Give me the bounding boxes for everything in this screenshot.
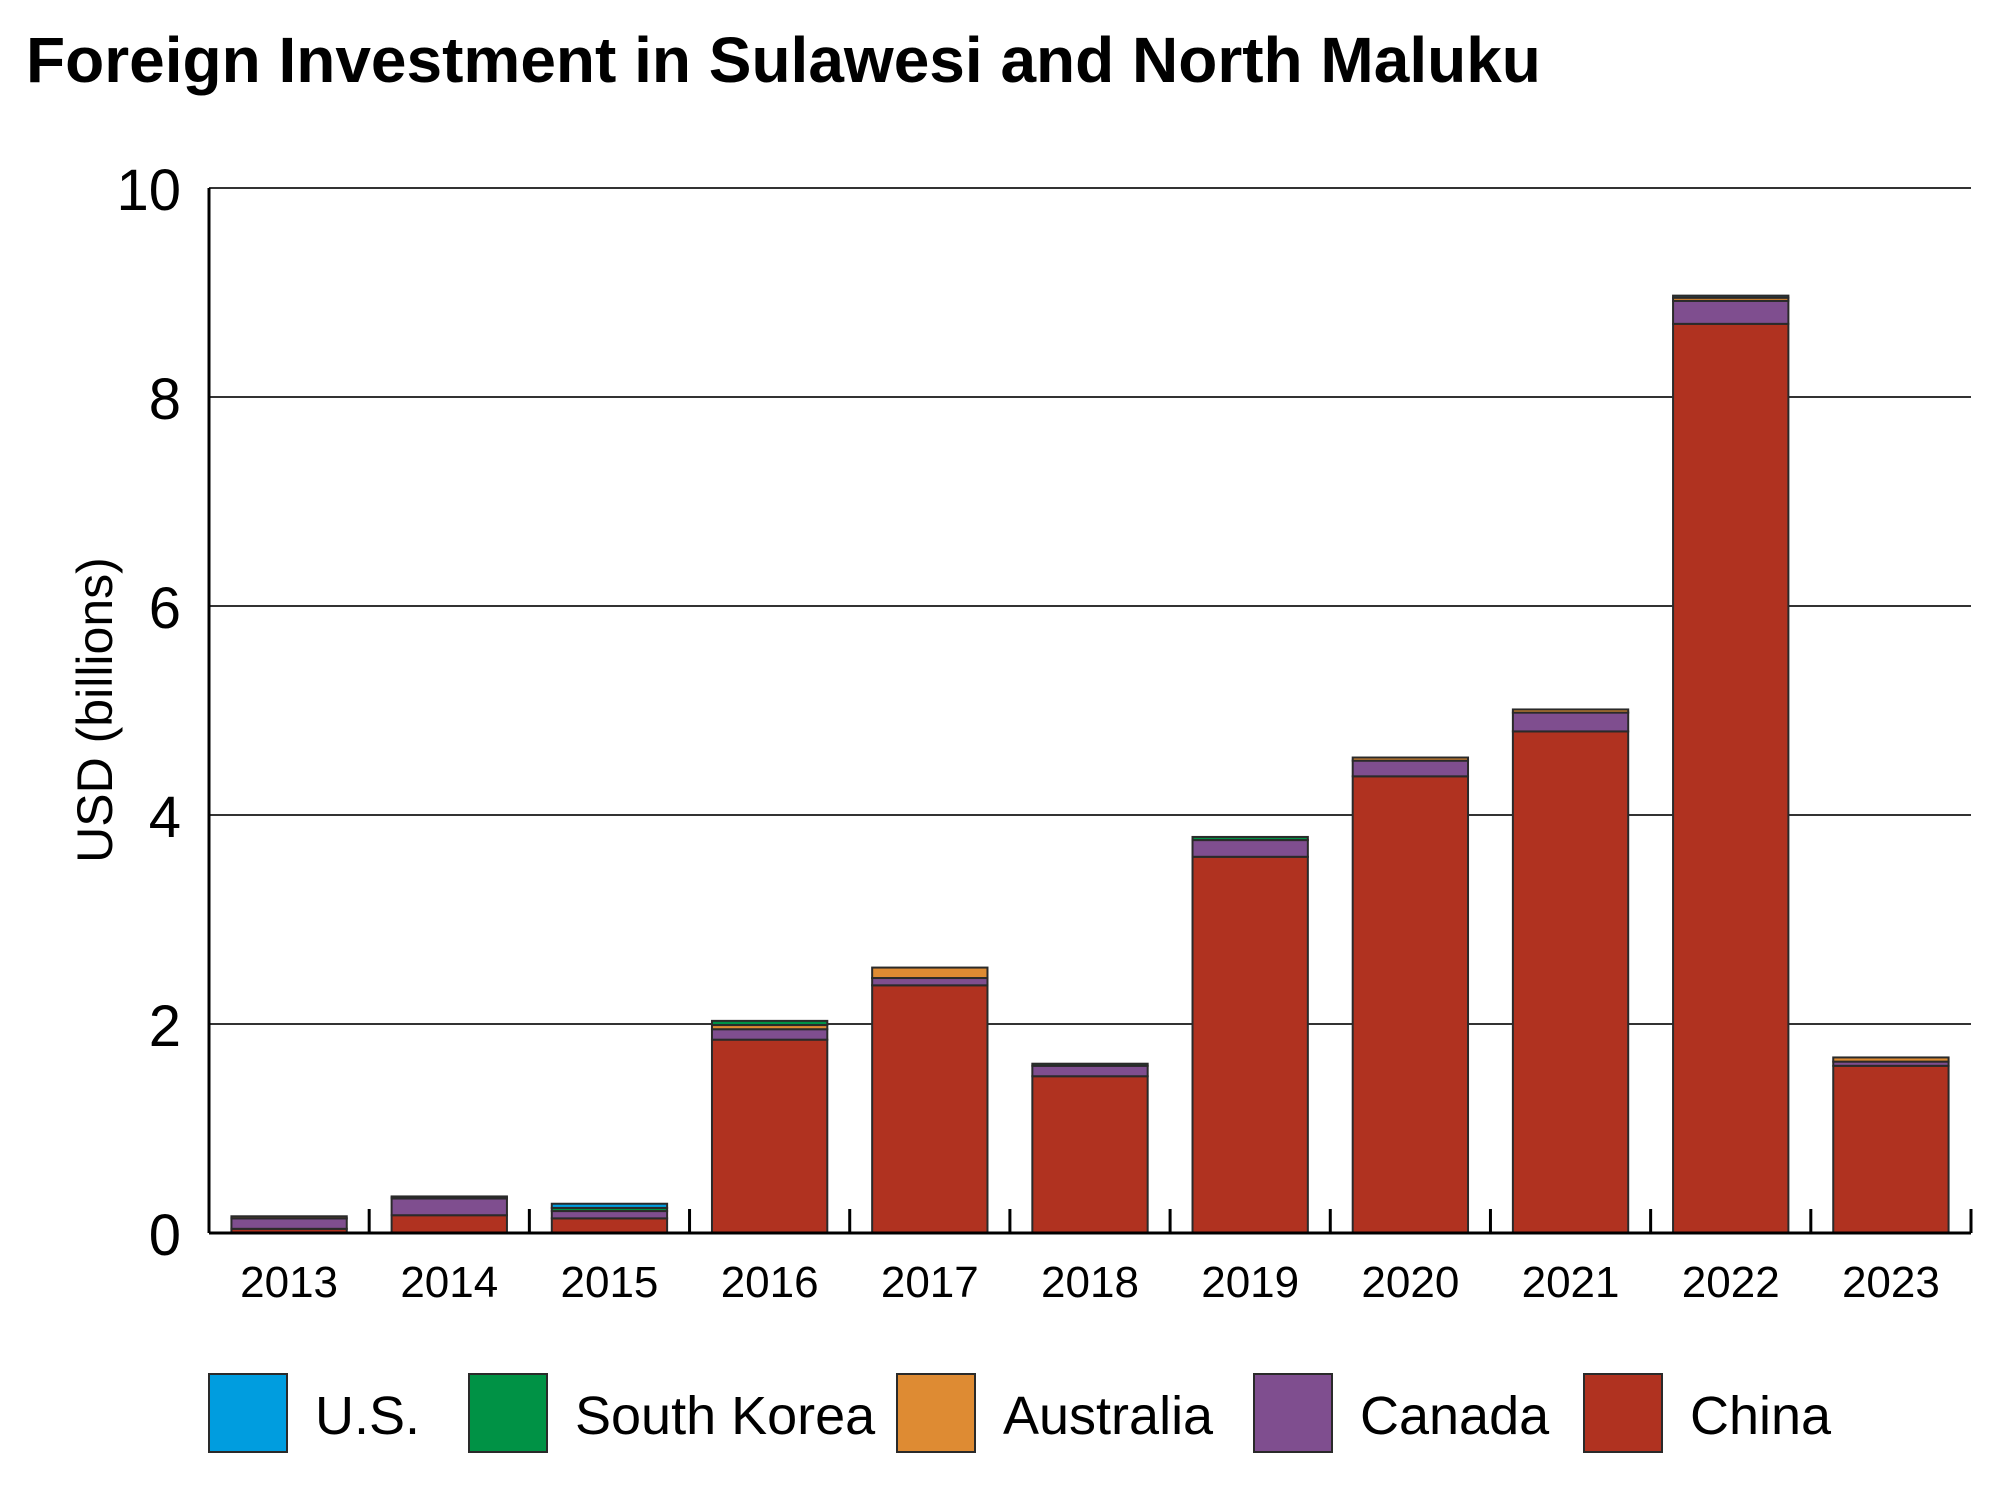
legend-label: Canada [1360, 1386, 1550, 1446]
bar-segment-china-2023 [1832, 1064, 1950, 1235]
chart-title: Foreign Investment in Sulawesi and North… [26, 24, 1541, 96]
legend-swatch [1253, 1373, 1333, 1453]
bar-segment-canada-2013 [230, 1217, 348, 1230]
legend-label: Australia [1003, 1386, 1214, 1446]
y-tick-label: 0 [149, 1203, 181, 1268]
bar-segment-china-2018 [1031, 1075, 1149, 1234]
bar-segment-china-2022 [1672, 322, 1790, 1235]
bar-segment-canada-2017 [871, 977, 989, 987]
legend-label: South Korea [575, 1386, 876, 1446]
bar-segment-australia-2021 [1511, 708, 1630, 714]
bar-segment-china-2017 [871, 984, 989, 1235]
y-tick-label: 4 [149, 785, 181, 850]
x-tick-label: 2013 [240, 1258, 338, 1307]
legend-item: Canada [1253, 1373, 1550, 1453]
bar-segment-canada-2019 [1191, 839, 1309, 858]
bar-segment-canada-2018 [1031, 1064, 1149, 1078]
x-tick-label: 2016 [721, 1258, 819, 1307]
bar-segment-south-korea-2018 [1031, 1062, 1149, 1067]
bar-segment-china-2016 [710, 1038, 829, 1235]
x-tick-label: 2018 [1041, 1258, 1139, 1307]
x-tick-label: 2020 [1361, 1258, 1459, 1307]
legend-item: U.S. [208, 1373, 420, 1453]
x-tick-label: 2014 [400, 1258, 498, 1307]
y-tick-label: 8 [149, 367, 181, 432]
y-axis-label: USD (billions) [67, 557, 123, 863]
bar-segment-canada-2022 [1672, 299, 1790, 325]
bar-segment-australia-2017 [871, 966, 989, 980]
y-tick-label: 2 [149, 994, 181, 1059]
bar-segment-south-korea-2019 [1191, 835, 1309, 842]
bar-segment-canada-2021 [1511, 711, 1630, 733]
bar-segment-china-2014 [390, 1214, 508, 1234]
bar-segment-china-2015 [550, 1217, 669, 1234]
bar-segment-u-s--2015 [550, 1202, 669, 1209]
legend-swatch [468, 1373, 548, 1453]
legend-label: U.S. [315, 1386, 420, 1446]
bar-segment-china-2019 [1191, 855, 1309, 1234]
x-tick-label: 2022 [1682, 1258, 1780, 1307]
bar-segment-canada-2015 [550, 1210, 669, 1220]
bar-segment-australia-2023 [1832, 1056, 1950, 1063]
x-tick-label: 2021 [1522, 1258, 1620, 1307]
bar-segment-china-2020 [1351, 775, 1470, 1235]
x-tick-label: 2023 [1842, 1258, 1940, 1307]
legend-label: China [1690, 1386, 1832, 1446]
legend-swatch [1583, 1373, 1663, 1453]
y-tick-label: 10 [116, 158, 181, 223]
bar-segment-south-korea-2016 [710, 1019, 829, 1027]
x-tick-label: 2015 [561, 1258, 659, 1307]
legend-swatch [208, 1373, 288, 1453]
legend-item: China [1583, 1373, 1832, 1453]
x-tick-label: 2017 [881, 1258, 979, 1307]
bar-segment-australia-2013 [230, 1215, 348, 1220]
bar-segment-u-s--2022 [1672, 294, 1790, 299]
bar-segment-canada-2016 [710, 1028, 829, 1041]
legend-swatch [896, 1373, 976, 1453]
bar-segment-australia-2020 [1351, 756, 1470, 762]
bar-segment-canada-2014 [390, 1197, 508, 1217]
y-tick-label: 6 [149, 576, 181, 641]
legend-item: South Korea [468, 1373, 876, 1453]
bar-segment-china-2021 [1511, 730, 1630, 1235]
bar-segment-canada-2020 [1351, 759, 1470, 778]
legend-item: Australia [896, 1373, 1214, 1453]
x-tick-label: 2019 [1201, 1258, 1299, 1307]
bar-segment-south-korea-2014 [390, 1195, 508, 1199]
